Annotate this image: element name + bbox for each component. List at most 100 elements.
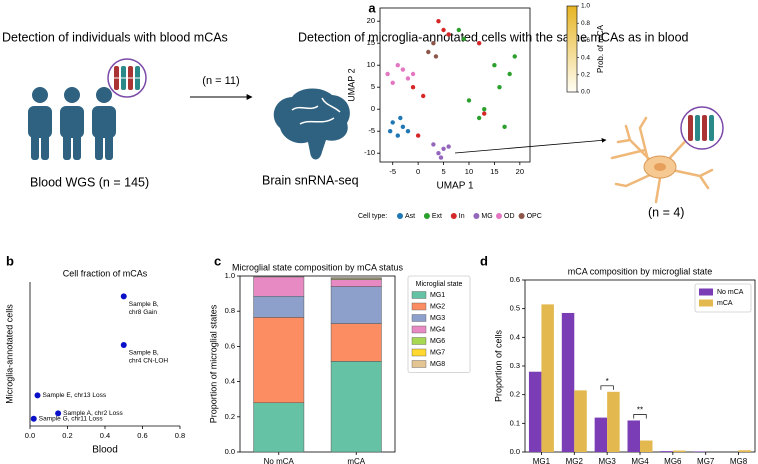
bar xyxy=(330,361,382,453)
point xyxy=(415,133,421,138)
x-tick-label: MG1 xyxy=(533,457,551,464)
bar xyxy=(253,295,305,318)
panel-label: a xyxy=(368,0,376,15)
y-axis-label: UMAP 2 xyxy=(346,68,356,101)
x-tick-label: 0.2 xyxy=(62,431,72,440)
chart-title: Cell fraction of mCAs xyxy=(63,268,148,278)
point xyxy=(436,151,441,156)
point xyxy=(431,142,436,147)
x-tick-label: 0.4 xyxy=(100,431,110,440)
legend-swatch xyxy=(411,291,427,299)
bar xyxy=(561,312,575,452)
y-tick-label: -5 xyxy=(368,126,375,135)
point xyxy=(400,124,406,129)
significance-bracket xyxy=(600,385,614,390)
y-tick-label: 5 xyxy=(371,82,375,91)
y-tick-label: 0.6 xyxy=(225,341,235,350)
y-tick-label: 20 xyxy=(367,16,375,25)
label: (n = 4) xyxy=(648,205,684,219)
plot-frame xyxy=(379,7,531,163)
point-label: chr4 CN-LOH xyxy=(129,358,169,365)
x-tick-label: 0.8 xyxy=(175,431,185,440)
point xyxy=(120,342,127,348)
colorbar xyxy=(566,5,578,93)
legend-swatch xyxy=(411,360,427,368)
point xyxy=(405,76,411,81)
legend-swatch xyxy=(411,337,427,345)
y-tick-label: 0.6 xyxy=(510,275,520,284)
y-tick-label: 0.1 xyxy=(510,418,520,427)
bar xyxy=(330,286,382,324)
x-tick-label: MG6 xyxy=(664,457,682,464)
point xyxy=(476,115,482,121)
chromosome-zoom xyxy=(107,58,147,98)
point xyxy=(438,155,444,160)
label: Blood WGS (n = 145) xyxy=(30,175,149,189)
bar xyxy=(528,371,542,452)
point-label: Sample E, chr13 Loss xyxy=(43,392,107,399)
x-tick-label: 5 xyxy=(441,167,445,176)
bar xyxy=(672,450,686,452)
point xyxy=(482,111,487,116)
bar xyxy=(594,417,608,452)
point xyxy=(410,71,416,77)
point xyxy=(405,129,411,134)
x-tick-label: MG7 xyxy=(697,457,715,464)
x-tick-label: MG4 xyxy=(631,457,649,464)
bar xyxy=(627,420,640,452)
y-tick-label: 0.0 xyxy=(510,447,520,456)
y-tick-label: 0.2 xyxy=(225,412,235,421)
y-tick-label: 0.3 xyxy=(510,361,520,370)
legend-swatch xyxy=(518,213,525,219)
legend-label: MG4 xyxy=(430,326,445,333)
point xyxy=(512,54,517,59)
y-axis-label: Microglia-annotated cells xyxy=(4,304,14,404)
point xyxy=(456,27,462,33)
legend-box xyxy=(407,275,471,373)
point xyxy=(502,124,507,129)
point xyxy=(34,392,41,399)
y-tick-label: -10 xyxy=(364,148,375,157)
y-tick-label: 0.0 xyxy=(225,447,235,456)
legend-title: Microglial state xyxy=(416,281,463,288)
point-label: Sample A, chr2 Loss xyxy=(63,410,123,417)
legend-label: MG7 xyxy=(430,349,445,356)
bar xyxy=(253,402,305,453)
legend-label: MG6 xyxy=(430,338,445,345)
point xyxy=(466,98,472,103)
neuron-icon xyxy=(610,116,714,204)
point xyxy=(390,80,395,86)
y-tick-label: 15 xyxy=(367,38,375,47)
x-axis-label: UMAP 1 xyxy=(436,181,473,192)
legend-label: No mCA xyxy=(717,289,744,296)
bar xyxy=(253,317,305,403)
plot-frame xyxy=(239,275,396,453)
y-tick-label: 0.4 xyxy=(510,332,520,341)
x-tick-label: 15 xyxy=(490,167,498,176)
x-tick-label: -5 xyxy=(389,167,396,176)
heading: Detection of individuals with blood mCAs xyxy=(2,30,228,44)
chromosome-zoom xyxy=(680,106,724,150)
colorbar-tick-label: 0.6 xyxy=(581,37,590,44)
colorbar-label: Prob. of mCA xyxy=(596,24,605,73)
point xyxy=(395,62,400,68)
x-tick-label: 0 xyxy=(416,167,420,176)
y-axis-label: Proportion of cells xyxy=(493,329,503,402)
panel-label: b xyxy=(6,253,14,268)
legend-label: OPC xyxy=(527,213,542,220)
x-tick-label: 0.6 xyxy=(137,431,147,440)
legend-swatch xyxy=(473,213,480,219)
legend-swatch xyxy=(411,348,427,357)
legend-swatch xyxy=(411,314,427,322)
point xyxy=(390,120,395,125)
legend-label: MG8 xyxy=(430,361,445,368)
point xyxy=(398,115,403,121)
x-tick-label: 20 xyxy=(516,167,524,176)
bar xyxy=(330,279,382,287)
arrow xyxy=(454,137,607,154)
bar xyxy=(330,277,382,279)
legend-label: Ast xyxy=(405,213,415,220)
bar xyxy=(253,276,305,297)
bar xyxy=(607,391,620,452)
